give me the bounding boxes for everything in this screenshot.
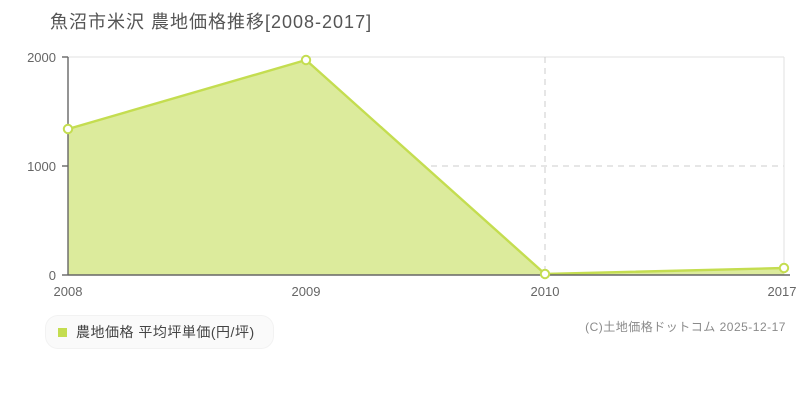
x-tick-label-2010: 2010 [531, 284, 560, 299]
data-point-2017[interactable] [778, 262, 790, 274]
copyright-notice: (C)土地価格ドットコム 2025-12-17 [585, 320, 786, 334]
chart-title: 魚沼市米沢 農地価格推移[2008-2017] [50, 12, 373, 32]
legend-swatch-icon [58, 327, 67, 337]
x-tick-label-2017: 2017 [768, 284, 797, 299]
data-point-2008[interactable] [62, 123, 74, 135]
y-tick-label-2000: 2000 [27, 50, 56, 65]
data-point-2010[interactable] [539, 268, 551, 280]
y-tick-label-1000: 1000 [27, 159, 56, 174]
y-tick-label-0: 0 [49, 268, 56, 283]
data-point-2009[interactable] [300, 54, 312, 66]
x-tick-label-2008: 2008 [54, 284, 83, 299]
chart-legend[interactable]: 農地価格 平均坪単価(円/坪) [46, 316, 273, 348]
legend-item-label: 農地価格 平均坪単価(円/坪) [76, 324, 255, 340]
x-tick-label-2009: 2009 [292, 284, 321, 299]
line-series-1 [67, 58, 785, 276]
